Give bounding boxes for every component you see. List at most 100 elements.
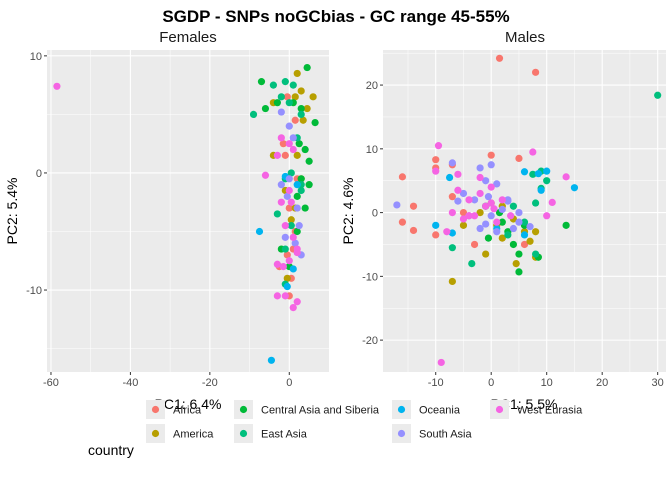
data-point [269, 81, 277, 89]
data-point [273, 99, 281, 107]
data-point [459, 221, 468, 229]
data-point [283, 251, 291, 259]
data-point [287, 216, 295, 224]
data-point [465, 212, 473, 220]
data-point [476, 189, 484, 198]
data-point [654, 91, 662, 99]
legend-swatch [495, 405, 504, 414]
data-point [459, 208, 468, 217]
x-tick-label: -10 [428, 377, 444, 389]
data-point [287, 198, 295, 206]
data-point [487, 151, 495, 159]
data-point [432, 221, 440, 229]
x-tick-label: -40 [122, 377, 138, 389]
data-point [297, 87, 305, 95]
data-point [309, 93, 317, 101]
y-tick-label: -20 [362, 335, 378, 347]
legend-swatch [397, 405, 406, 414]
data-point [484, 234, 493, 242]
x-tick-label: 10 [541, 377, 553, 389]
data-point [273, 210, 281, 218]
data-point [493, 228, 501, 236]
x-tick-label: -20 [202, 377, 218, 389]
data-point [279, 140, 287, 148]
legend-swatch [239, 405, 248, 414]
data-point [283, 93, 291, 101]
data-point [409, 226, 418, 235]
data-point [448, 277, 456, 286]
data-point [531, 228, 540, 236]
data-point [285, 175, 293, 183]
data-point [285, 99, 293, 107]
legend-title: country [88, 442, 134, 458]
data-point [281, 222, 289, 230]
data-point [432, 231, 440, 239]
data-point [277, 198, 285, 206]
legend-swatch [239, 429, 248, 438]
data-point [293, 245, 301, 253]
data-point [289, 134, 297, 142]
data-point [476, 164, 484, 172]
legend-label: South Asia [419, 429, 472, 441]
scatter-points-females [53, 63, 319, 364]
data-point [448, 244, 456, 252]
data-point [562, 173, 570, 181]
data-point [291, 239, 299, 247]
data-point [283, 192, 291, 200]
data-point [490, 205, 498, 213]
data-point [470, 196, 479, 204]
data-point [468, 260, 476, 268]
data-point [504, 196, 512, 204]
data-point [562, 221, 570, 229]
data-point [482, 220, 490, 228]
data-point [445, 173, 454, 182]
data-point [283, 274, 291, 282]
data-point [289, 81, 297, 89]
data-point [285, 122, 293, 130]
data-point [487, 199, 495, 207]
data-point [448, 208, 456, 217]
scatter-points-males [393, 54, 662, 367]
data-point [531, 250, 540, 258]
data-point [537, 186, 545, 194]
legend-label: Central Asia and Siberia [261, 405, 380, 417]
data-point [448, 193, 456, 201]
legend: country Africa America Central Asia and Si… [88, 400, 583, 458]
y-tick-label: 10 [366, 144, 378, 156]
data-point [291, 93, 299, 101]
x-tick-label: -60 [43, 377, 59, 389]
data-point [432, 156, 440, 164]
data-point [295, 140, 303, 148]
legend-swatch [151, 405, 160, 414]
data-point [53, 82, 61, 90]
data-point [285, 257, 293, 265]
data-point [273, 260, 281, 268]
axis-ticks-females: -60 -40 -20 0 -10 0 10 [26, 51, 292, 389]
data-point [297, 175, 305, 183]
data-point [498, 218, 506, 226]
data-point [482, 250, 490, 258]
data-point [543, 212, 551, 220]
data-point [459, 215, 468, 223]
data-point [504, 231, 512, 239]
data-point [515, 218, 523, 226]
data-point [289, 233, 297, 241]
x-axis-title-females: PC1: 6.4% [155, 396, 222, 412]
data-point [498, 196, 506, 204]
data-point [454, 170, 462, 178]
data-point [531, 68, 540, 76]
legend-label: America [173, 429, 214, 441]
data-point [295, 222, 303, 230]
data-point [515, 208, 523, 217]
data-point [493, 180, 501, 188]
data-point [543, 177, 551, 185]
data-point [305, 181, 313, 189]
data-point [287, 222, 295, 230]
panel-background-females [47, 50, 329, 372]
data-point [303, 104, 311, 113]
data-point [487, 212, 495, 220]
data-point [448, 229, 456, 237]
data-point [281, 245, 289, 253]
data-point [285, 186, 293, 195]
data-point [398, 218, 407, 226]
